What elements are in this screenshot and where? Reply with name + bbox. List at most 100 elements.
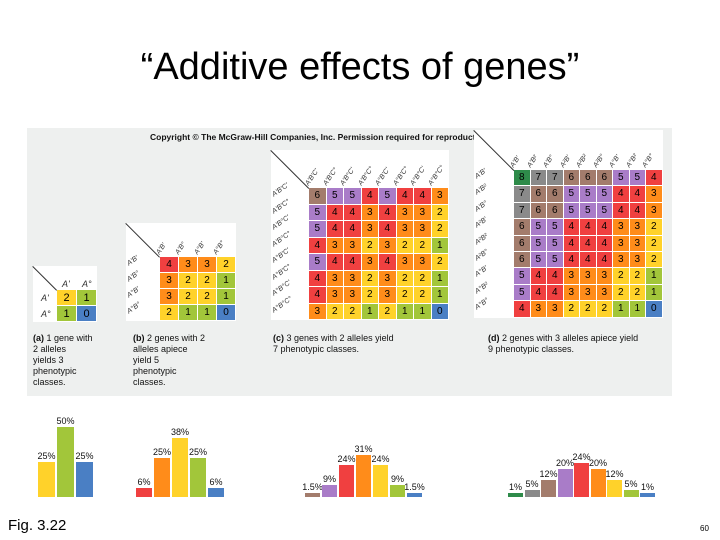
punnett-cell: 2 bbox=[326, 303, 344, 320]
punnett-cell: 2 bbox=[361, 287, 379, 304]
punnett-cell: 7 bbox=[514, 202, 531, 220]
punnett-cell: 4 bbox=[344, 221, 362, 238]
punnett-cell: 1 bbox=[198, 305, 217, 321]
histogram-percent-label: 12% bbox=[539, 468, 558, 479]
punnett-cell: 3 bbox=[431, 188, 449, 205]
punnett-cell: 6 bbox=[580, 170, 597, 187]
punnett-cell: 4 bbox=[613, 186, 630, 203]
punnett-cell: 8 bbox=[514, 170, 531, 187]
histogram-bar bbox=[407, 493, 422, 497]
punnett-cell: 6 bbox=[309, 188, 327, 205]
punnett-cell: 4 bbox=[563, 252, 580, 269]
punnett-cell: 4 bbox=[580, 252, 597, 269]
histogram-bar bbox=[508, 493, 523, 497]
punnett-cell: 3 bbox=[580, 284, 597, 302]
punnett-cell: 7 bbox=[530, 170, 547, 187]
panel-caption-letter: (d) bbox=[488, 333, 500, 343]
histogram-percent-label: 1.5% bbox=[302, 482, 323, 492]
histogram-percent-label: 6% bbox=[209, 476, 223, 487]
histogram-percent-label: 25% bbox=[188, 447, 208, 458]
histogram-percent-label: 20% bbox=[588, 457, 608, 468]
punnett-cell: 5 bbox=[514, 268, 531, 285]
punnett-cell: 4 bbox=[613, 202, 630, 220]
punnett-cell: 3 bbox=[414, 254, 432, 271]
punnett-cell: 4 bbox=[344, 254, 362, 271]
histogram-percent-label: 1.5% bbox=[404, 482, 425, 492]
punnett-cell: 0 bbox=[431, 303, 449, 320]
punnett-cell: 3 bbox=[396, 221, 414, 238]
panel-caption-text: 1 gene with 2 alleles yields 3 phenotypi… bbox=[33, 333, 93, 387]
punnett-cell: 5 bbox=[563, 186, 580, 203]
punnett-cell: 3 bbox=[361, 254, 379, 271]
punnett-cell: 6 bbox=[547, 186, 564, 203]
histogram-bar bbox=[541, 479, 556, 497]
punnett-cell: 3 bbox=[596, 268, 613, 285]
punnett-cell: 3 bbox=[326, 270, 344, 287]
punnett-cell: 2 bbox=[414, 287, 432, 304]
punnett-cell: 4 bbox=[563, 235, 580, 252]
histogram-bar bbox=[373, 464, 388, 497]
punnett-cell: 1 bbox=[646, 284, 663, 302]
column-header: A° bbox=[82, 279, 92, 289]
punnett-cell: 5 bbox=[309, 254, 327, 271]
panel-caption: (d) 2 genes with 3 alleles apiece yield … bbox=[488, 333, 638, 355]
punnett-cell: 6 bbox=[563, 170, 580, 187]
punnett-cell: 3 bbox=[198, 257, 217, 273]
punnett-cell: 4 bbox=[563, 219, 580, 236]
histogram-bar bbox=[607, 479, 622, 497]
punnett-cell: 3 bbox=[344, 287, 362, 304]
punnett-cell: 2 bbox=[613, 284, 630, 302]
punnett-cell: 4 bbox=[530, 284, 547, 302]
histogram-bar bbox=[640, 493, 655, 497]
punnett-cell: 4 bbox=[361, 188, 379, 205]
row-header: A' bbox=[41, 293, 49, 303]
histogram-percent-label: 1% bbox=[508, 482, 523, 492]
punnett-cell: 4 bbox=[596, 235, 613, 252]
punnett-cell: 3 bbox=[629, 219, 646, 236]
punnett-cell: 6 bbox=[596, 170, 613, 187]
punnett-cell: 5 bbox=[547, 235, 564, 252]
punnett-cell: 2 bbox=[344, 303, 362, 320]
panel-caption-text: 2 genes with 2 alleles apiece yield 5 ph… bbox=[133, 333, 206, 387]
punnett-cell: 3 bbox=[326, 237, 344, 254]
punnett-cell: 3 bbox=[379, 270, 397, 287]
panel-caption: (b) 2 genes with 2 alleles apiece yield … bbox=[133, 333, 205, 388]
punnett-cell: 4 bbox=[396, 188, 414, 205]
histogram-percent-label: 25% bbox=[75, 451, 94, 461]
punnett-cell: 2 bbox=[613, 268, 630, 285]
page-number: 60 bbox=[700, 524, 709, 533]
punnett-cell: 4 bbox=[414, 188, 432, 205]
punnett-cell: 3 bbox=[396, 254, 414, 271]
slide-title: “Additive effects of genes” bbox=[140, 46, 580, 88]
copyright-notice: Copyright © The McGraw-Hill Companies, I… bbox=[150, 132, 533, 142]
punnett-cell: 4 bbox=[344, 204, 362, 221]
punnett-cell: 7 bbox=[547, 170, 564, 187]
panel-caption-letter: (a) bbox=[33, 333, 44, 343]
punnett-cell: 5 bbox=[530, 235, 547, 252]
histogram-percent-label: 5% bbox=[624, 478, 638, 489]
punnett-cell: 2 bbox=[431, 254, 449, 271]
histogram-bar bbox=[208, 487, 224, 497]
punnett-cell: 4 bbox=[547, 284, 564, 302]
punnett-cell: 2 bbox=[414, 270, 432, 287]
punnett-cell: 1 bbox=[179, 305, 198, 321]
punnett-cell: 5 bbox=[530, 219, 547, 236]
histogram-percent-label: 24% bbox=[337, 453, 356, 464]
punnett-cell: 4 bbox=[596, 219, 613, 236]
histogram-bar bbox=[524, 489, 540, 497]
punnett-cell: 2 bbox=[198, 273, 217, 289]
histogram-percent-label: 9% bbox=[390, 473, 405, 484]
punnett-cell: 5 bbox=[309, 221, 327, 238]
punnett-cell: 4 bbox=[629, 186, 646, 203]
punnett-cell: 5 bbox=[514, 284, 531, 302]
punnett-cell: 1 bbox=[396, 303, 414, 320]
punnett-cell: 5 bbox=[563, 202, 580, 220]
punnett-cell: 6 bbox=[530, 202, 547, 220]
punnett-cell: 1 bbox=[77, 290, 97, 306]
punnett-cell: 5 bbox=[344, 188, 362, 205]
punnett-cell: 2 bbox=[563, 301, 580, 318]
punnett-cell: 3 bbox=[160, 289, 179, 305]
histogram-bar bbox=[305, 493, 320, 497]
punnett-cell: 5 bbox=[379, 188, 397, 205]
punnett-cell: 1 bbox=[646, 268, 663, 285]
